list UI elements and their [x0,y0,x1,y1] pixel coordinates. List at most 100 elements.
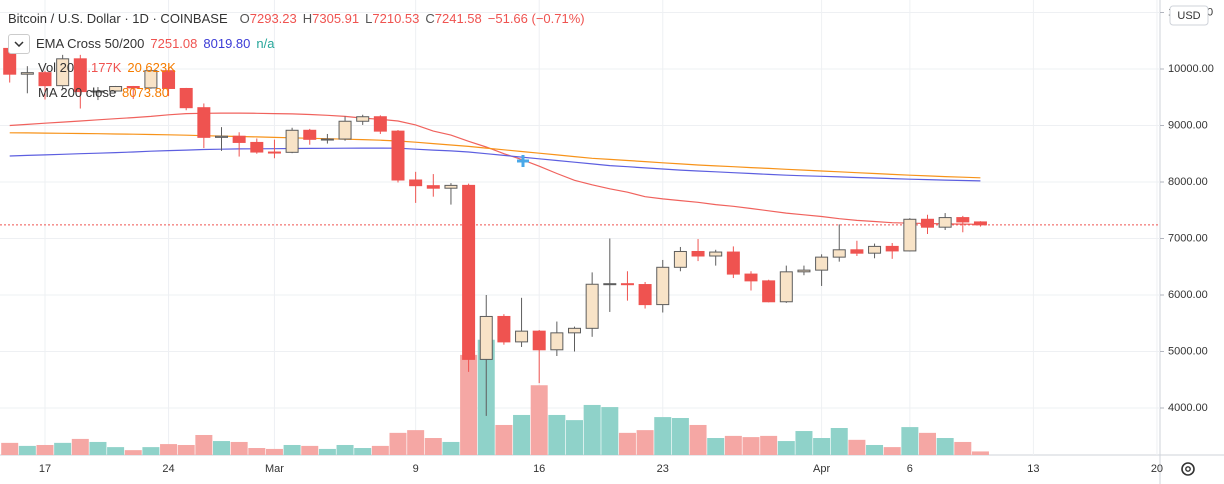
candle-body [973,221,987,226]
x-tick-label: 16 [533,463,545,475]
volume-bar [213,441,230,455]
candle [568,326,581,352]
candle-body [126,86,140,89]
volume-bar [230,441,248,455]
indicator-name[interactable]: Vol 20 [38,60,75,76]
volume-bar [36,444,54,455]
candle [620,271,634,301]
volume-bar [248,448,266,455]
x-tick-label: 17 [39,463,51,475]
indicator-row: Vol 20 1.177K 20.623K [38,56,591,81]
settings-icon[interactable] [1181,462,1195,476]
candle-body [850,249,864,254]
candle-body [215,135,228,138]
candle [20,66,34,94]
volume-bar [495,424,513,455]
candle [232,132,246,157]
vol-layer [1,339,989,455]
volume-bar [407,430,425,455]
candle-body [320,138,334,141]
y-tick-label: 4000.00 [1168,402,1208,414]
lines-layer [0,112,1160,226]
y-tick-label: 9000.00 [1168,119,1208,131]
x-tick-label: 23 [657,463,669,475]
volume-bar [919,432,936,455]
candle-body [815,256,829,271]
candle-body [797,269,811,273]
gear-ring[interactable] [1181,462,1195,476]
candle-body [162,70,176,89]
volume-bar [707,438,725,455]
ohlc-value: 7210.53 [372,11,420,27]
ohlc-label: L [365,11,373,27]
y-tick-label: 7000.00 [1168,232,1208,244]
chevron-path[interactable] [14,41,24,47]
indicator-line [9,132,981,179]
volume-bar [813,438,831,455]
volume-bar [389,432,407,455]
volume-bar [548,414,566,455]
currency-badge [1169,5,1209,26]
candle-body [515,330,529,343]
candle [38,70,52,100]
volume-bar [89,441,107,455]
volume-bar [689,424,707,455]
candle [373,115,387,134]
x-tick-label: 9 [413,463,419,475]
candle-body [303,129,317,140]
candle [356,114,370,125]
candle-body [479,315,493,360]
volume-bar [283,444,301,455]
candle [497,314,511,345]
volume-bar [901,427,919,455]
candle-body [832,249,846,258]
candle-body [903,218,917,252]
candle-body [497,315,511,343]
indicator-value: 8019.80 [203,35,251,51]
volume-bar [936,438,954,455]
chevron[interactable] [14,41,24,47]
candle-body [426,185,440,189]
collapse-button[interactable] [8,33,30,54]
candle [550,321,564,357]
volume-bar [71,438,89,455]
candle-body [56,58,70,87]
candle-body [462,184,476,360]
candle [426,174,440,197]
candle-body [744,273,758,282]
volume-bar [742,437,760,455]
candle [409,171,423,203]
indicator-value: 1.177K [80,60,122,76]
volume-bar [971,451,989,455]
volume-bar [724,435,742,455]
candle-body [250,141,264,153]
ohlc-value: 7241.58 [434,11,482,27]
volume-bar [618,432,636,455]
candle-body [550,332,564,351]
volume-bar [107,447,125,455]
indicator-name[interactable]: EMA Cross 50/200 [36,35,145,51]
candle [56,54,70,90]
volume-bar [513,414,531,455]
candle-body [338,120,352,140]
candle [162,67,176,97]
candle [921,214,934,234]
currency-label: USD [1177,10,1200,22]
candle [832,224,846,262]
candle [709,249,723,266]
volume-bar [160,444,178,455]
candle-body [938,217,952,228]
candle [868,243,882,259]
candle-body [444,184,458,189]
gear-hub[interactable] [1185,466,1191,472]
candle-body [197,107,211,138]
candle [762,279,776,303]
candle [144,69,158,89]
volume-bar [760,435,778,455]
indicator-name[interactable]: MA 200 close [38,84,117,100]
candle-body [285,129,299,153]
volume-bar [795,431,813,455]
volume-bar [442,441,460,455]
